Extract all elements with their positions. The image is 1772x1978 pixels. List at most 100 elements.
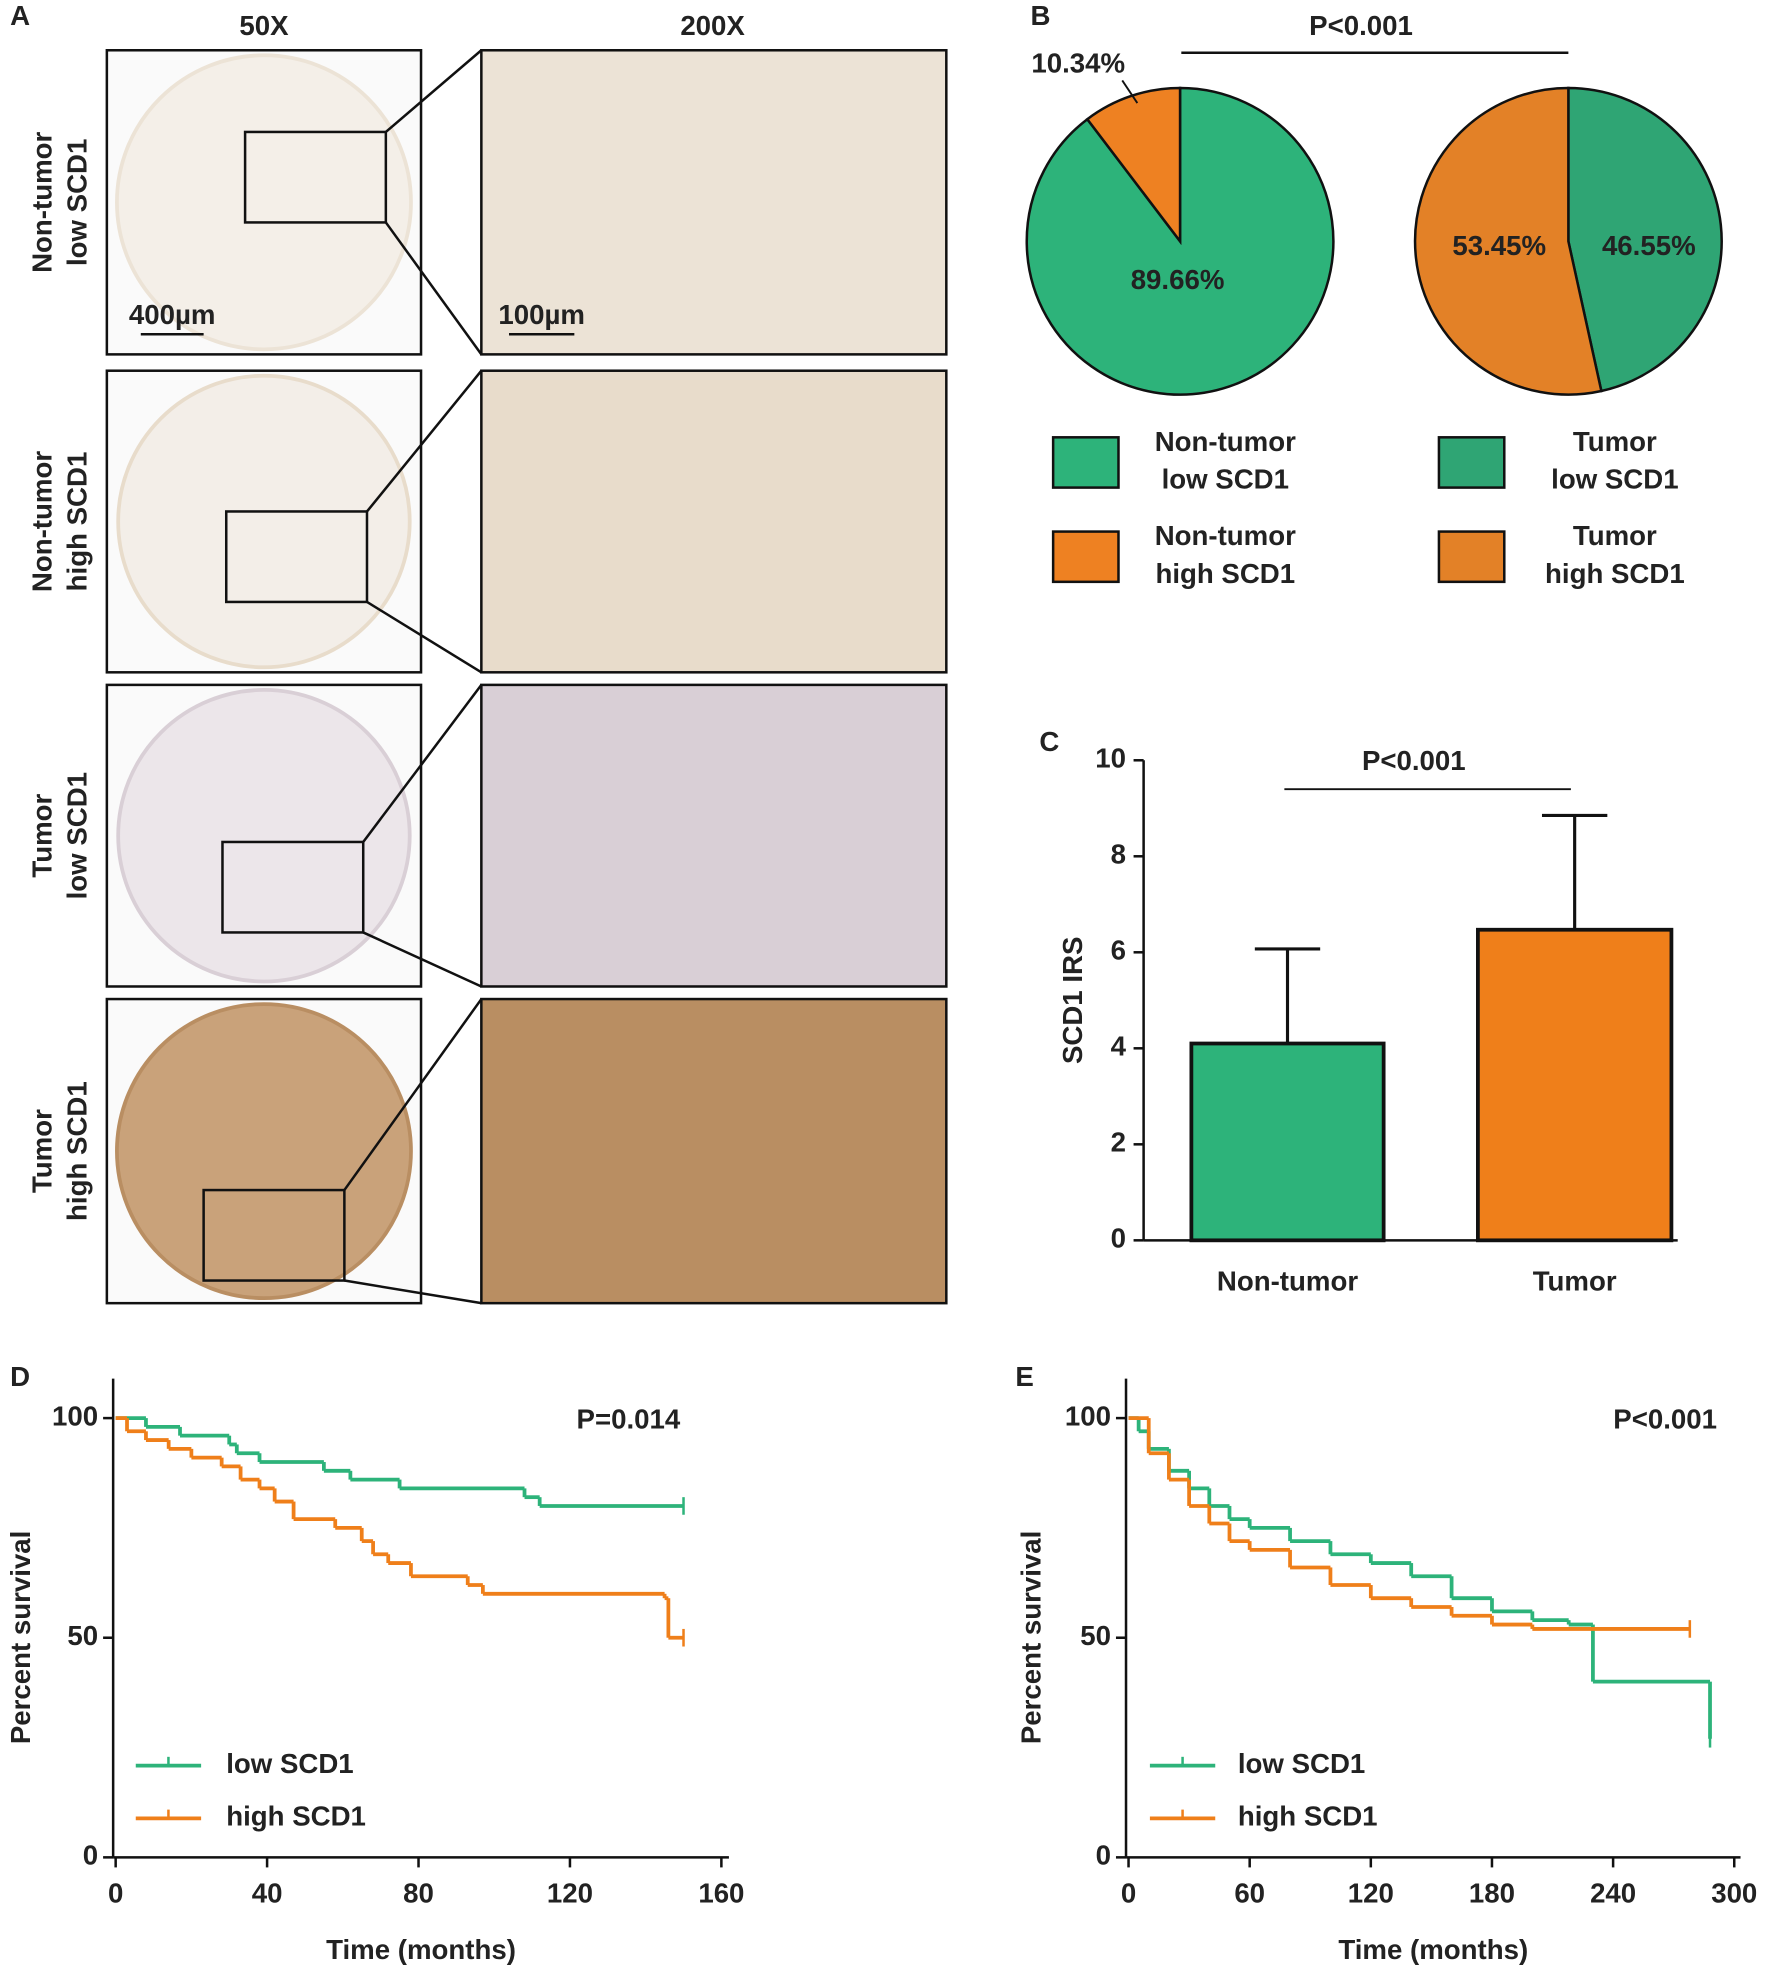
x-tick-label: 40 [252, 1877, 283, 1908]
legend-swatch [1437, 530, 1506, 584]
annotation: P<0.001 [1362, 745, 1466, 776]
legend-label: high SCD1 [1545, 558, 1685, 589]
y-axis-label-text: Percent survival [5, 1531, 36, 1744]
image-200x [480, 683, 948, 988]
y-tick-label: 0 [1096, 1840, 1111, 1871]
column-label: 200X [680, 10, 745, 41]
zoom-line [343, 998, 483, 1191]
zoom-box [202, 1188, 346, 1282]
zoom-line [362, 931, 482, 988]
scale-bar-label: 400µm [129, 299, 216, 330]
legend-swatch [1051, 530, 1120, 584]
y-axis-label: Percent survival [5, 1531, 36, 1744]
x-tick-label: 240 [1590, 1877, 1636, 1908]
x-tick-label: 0 [108, 1877, 123, 1908]
x-axis-label: Time (months) [1338, 1934, 1528, 1965]
legend-label: Tumor [1573, 520, 1657, 551]
legend-label: Tumor [1573, 426, 1657, 457]
legend-label: high SCD1 [226, 1801, 366, 1832]
scale-bar-label: 100µm [498, 299, 585, 330]
legend-label: low SCD1 [1551, 464, 1678, 495]
legend-swatch [1437, 436, 1506, 489]
x-tick-label: 180 [1469, 1877, 1515, 1908]
x-tick-label: 160 [698, 1877, 744, 1908]
annotation: P<0.001 [1613, 1404, 1717, 1435]
row-label-line: Non-tumor [26, 132, 57, 273]
legend-label: Non-tumor [1155, 426, 1296, 457]
zoom-line [385, 49, 483, 133]
row-label-line: high SCD1 [62, 1081, 93, 1221]
legend-label: high SCD1 [1155, 558, 1295, 589]
row-label: Non-tumor high SCD1 [26, 451, 92, 592]
y-tick-label: 10 [1095, 743, 1126, 774]
tissue-core [116, 688, 412, 984]
row-label-line: high SCD1 [62, 452, 93, 592]
pie-slice [1085, 86, 1182, 246]
x-tick-label: 120 [547, 1877, 593, 1908]
y-axis-label: Percent survival [1015, 1531, 1046, 1744]
tissue-core [115, 53, 413, 352]
y-tick-label: 50 [1080, 1620, 1111, 1651]
x-axis-label: Time (months) [326, 1934, 516, 1965]
annotation: P=0.014 [577, 1404, 681, 1435]
row-label-line: low SCD1 [62, 139, 93, 266]
legend-label: low SCD1 [1162, 464, 1289, 495]
y-tick-label: 6 [1111, 935, 1126, 966]
annotation: P<0.001 [1309, 10, 1413, 41]
zoom-box [221, 840, 365, 934]
y-tick-label: 0 [1111, 1223, 1126, 1254]
bar [1189, 1041, 1386, 1243]
panel-label: D [10, 1361, 30, 1392]
y-axis-label-text: Percent survival [1015, 1531, 1046, 1744]
leader-line [1121, 79, 1139, 104]
image-200x [480, 49, 948, 356]
panel-label: E [1015, 1361, 1033, 1392]
slice-label: 10.34% [1031, 48, 1125, 79]
y-tick-label: 0 [83, 1840, 98, 1871]
slice-label: 89.66% [1131, 264, 1225, 295]
x-tick-label: 60 [1234, 1877, 1265, 1908]
y-tick-label: 100 [52, 1400, 98, 1431]
image-200x [480, 369, 948, 674]
legend-label: Non-tumor [1155, 520, 1296, 551]
zoom-line [344, 1279, 482, 1305]
y-axis-label-text: SCD1 IRS [1057, 937, 1088, 1064]
x-tick-label: Tumor [1533, 1265, 1617, 1296]
y-tick-label: 2 [1111, 1127, 1126, 1158]
x-tick-label: 0 [1121, 1877, 1136, 1908]
zoom-line [362, 684, 483, 843]
zoom-line [366, 369, 483, 513]
slice-label: 46.55% [1602, 230, 1696, 261]
tissue-core [115, 1002, 413, 1301]
zoom-box [224, 510, 369, 604]
x-tick-label: 80 [403, 1877, 434, 1908]
row-label: Tumor low SCD1 [26, 772, 92, 899]
y-tick-label: 4 [1111, 1031, 1127, 1062]
x-tick-label: 300 [1711, 1877, 1757, 1908]
zoom-box [243, 130, 388, 224]
y-axis-label: SCD1 IRS [1057, 937, 1088, 1064]
tissue-core [116, 373, 412, 670]
y-tick-label: 8 [1111, 839, 1126, 870]
row-label-line: Tumor [26, 793, 57, 877]
panel-label: B [1031, 0, 1051, 31]
column-label: 50X [239, 10, 289, 41]
legend-swatch [1051, 436, 1120, 489]
image-200x [480, 997, 948, 1305]
x-tick-label: Non-tumor [1217, 1265, 1358, 1296]
legend-label: high SCD1 [1238, 1801, 1378, 1832]
pie-slice [1413, 86, 1603, 396]
pie-slice [1567, 86, 1723, 393]
row-label-line: low SCD1 [62, 772, 93, 899]
row-label: Non-tumor low SCD1 [26, 132, 92, 273]
row-label-line: Non-tumor [26, 451, 57, 592]
legend-label: low SCD1 [1238, 1748, 1365, 1779]
x-tick-label: 120 [1348, 1877, 1394, 1908]
row-label: Tumor high SCD1 [26, 1081, 92, 1221]
zoom-line [384, 221, 483, 356]
y-tick-label: 100 [1065, 1400, 1111, 1431]
panel-label: A [10, 0, 30, 31]
slice-label: 53.45% [1452, 230, 1546, 261]
panel-label: C [1039, 726, 1059, 757]
